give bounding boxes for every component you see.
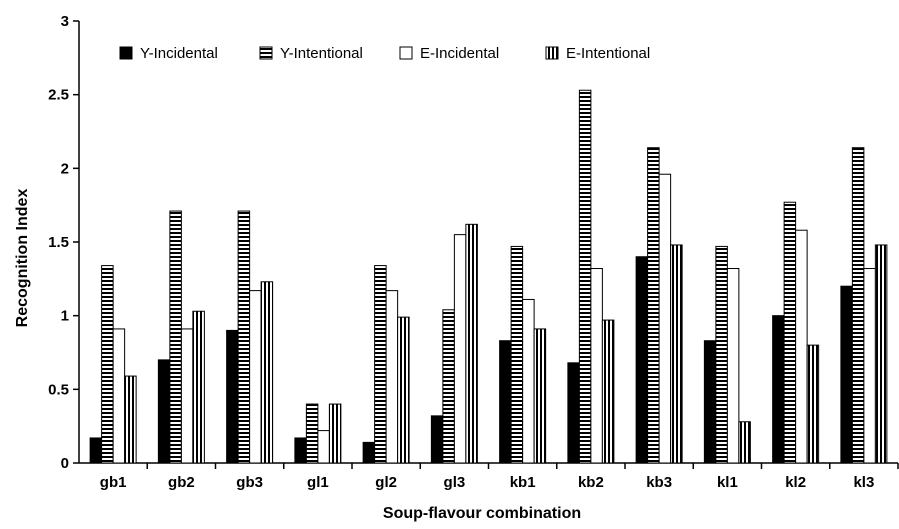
bar-y-incidental-kb3	[635, 256, 649, 464]
bar-y-intentional-kl2	[783, 201, 797, 464]
bar-e-incidental-kb3	[658, 173, 672, 464]
bar-e-incidental-gl2	[385, 290, 399, 464]
bar-e-incidental-gb2	[180, 328, 194, 464]
bar-y-incidental-gb3	[226, 329, 239, 464]
legend-label-e-incidental: E-Incidental	[420, 45, 499, 62]
legend-label-y-intentional: Y-Intentional	[280, 45, 363, 62]
bar-e-intentional-kl1	[738, 421, 751, 464]
bar-e-intentional-kb2	[601, 319, 615, 464]
legend-label-e-intentional: E-Intentional	[566, 45, 650, 62]
x-tick-label-gl3: gl3	[444, 474, 466, 491]
bar-y-incidental-gl2	[362, 441, 376, 464]
x-tick-label-gb2: gb2	[168, 474, 195, 491]
bar-y-intentional-gb3	[237, 210, 251, 464]
bar-e-incidental-gl3	[453, 234, 467, 464]
y-axis-title: Recognition Index	[14, 189, 31, 328]
bar-y-intentional-kb3	[647, 147, 660, 464]
x-tick-label-gb1: gb1	[100, 474, 127, 491]
bar-y-incidental-kl1	[703, 340, 717, 464]
bar-y-intentional-gl2	[374, 265, 387, 464]
bar-y-incidental-gl3	[430, 415, 444, 464]
y-tick-label: 2.5	[48, 87, 69, 104]
y-tick-label: 1	[61, 308, 69, 325]
bar-y-incidental-gl1	[294, 437, 307, 464]
x-tick-label-kl1: kl1	[717, 474, 738, 491]
bar-e-intentional-kb1	[533, 328, 547, 464]
x-tick-label-kl3: kl3	[853, 474, 874, 491]
bar-e-incidental-kl3	[863, 268, 876, 464]
bar-y-incidental-gb1	[89, 437, 103, 464]
bar-y-intentional-kb2	[578, 89, 592, 464]
bar-y-intentional-gb2	[169, 210, 182, 464]
x-tick-label-kb1: kb1	[510, 474, 536, 491]
bar-y-incidental-kl2	[772, 315, 785, 464]
y-tick-label: 2	[61, 160, 69, 177]
y-tick-label: 0	[61, 455, 69, 472]
x-tick-label-kl2: kl2	[785, 474, 806, 491]
bar-e-intentional-gb1	[124, 375, 137, 464]
legend-swatch-y-intentional	[259, 46, 273, 60]
x-tick-label-gl2: gl2	[375, 474, 397, 491]
x-axis-title: Soup-flavour combination	[383, 505, 581, 522]
bar-e-intentional-kl3	[874, 244, 888, 464]
legend-swatch-y-incidental	[119, 46, 133, 60]
bar-e-intentional-gl2	[397, 316, 410, 464]
bar-y-intentional-kb1	[510, 245, 524, 464]
x-tick-label-kb2: kb2	[578, 474, 604, 491]
bar-e-incidental-gb1	[112, 328, 126, 464]
bar-e-incidental-kb1	[522, 298, 535, 464]
y-tick-label: 0.5	[48, 381, 69, 398]
legend-swatch-e-intentional	[545, 46, 559, 60]
bar-y-intentional-kl3	[851, 147, 865, 464]
bar-e-intentional-gl3	[465, 223, 478, 464]
bar-e-incidental-kl1	[726, 268, 740, 464]
bar-y-incidental-kl3	[840, 285, 853, 464]
bar-y-incidental-gb2	[157, 359, 171, 464]
bar-y-intentional-kl1	[715, 245, 728, 464]
x-tick-label-gl1: gl1	[307, 474, 329, 491]
bar-e-intentional-kb3	[670, 244, 683, 464]
bar-y-intentional-gl3	[442, 309, 455, 464]
bar-y-incidental-kb2	[567, 362, 580, 464]
y-tick-label: 3	[61, 13, 69, 30]
bar-e-intentional-gb2	[192, 310, 205, 464]
x-tick-label-gb3: gb3	[236, 474, 263, 491]
bar-e-intentional-kl2	[806, 344, 820, 464]
bar-y-intentional-gl1	[305, 403, 319, 464]
legend-label-y-incidental: Y-Incidental	[140, 45, 218, 62]
x-tick-label-kb3: kb3	[646, 474, 672, 491]
bar-y-incidental-kb1	[499, 340, 512, 464]
bar-e-incidental-gb3	[249, 290, 262, 464]
bar-e-incidental-kl2	[795, 229, 808, 464]
legend-swatch-e-incidental	[399, 46, 413, 60]
y-tick-label: 1.5	[48, 234, 69, 251]
bar-e-intentional-gb3	[260, 281, 274, 464]
bar-e-intentional-gl1	[328, 403, 342, 464]
bar-e-incidental-gl1	[317, 430, 330, 464]
bar-e-incidental-kb2	[590, 268, 603, 464]
bar-y-intentional-gb1	[101, 265, 114, 464]
